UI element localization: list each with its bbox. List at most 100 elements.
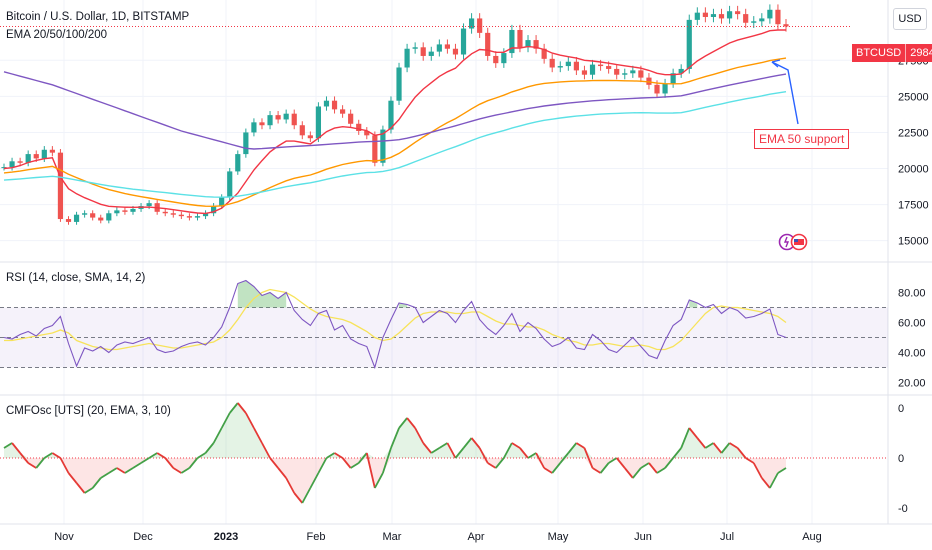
price-y-tick-label: 25000 [898, 91, 929, 103]
annotation-box[interactable]: EMA 50 support [754, 129, 850, 149]
candle-body [162, 211, 168, 214]
candle-body [557, 66, 563, 68]
cmf-segment [124, 467, 134, 474]
candle-body [485, 32, 491, 56]
candle-body [501, 53, 507, 64]
cmf-segment [212, 427, 223, 444]
cmf-segment [519, 447, 529, 459]
candle-body [694, 12, 700, 20]
cmf-segment [309, 472, 320, 489]
cmf-segment [398, 417, 408, 429]
cmf-segment [350, 462, 360, 469]
cmf-segment [414, 427, 425, 444]
rsi-y-tick-label: 20.00 [898, 378, 926, 390]
cmf-segment [229, 402, 239, 414]
candle-body [219, 197, 225, 207]
cmf-y-tick-label: -0 [898, 503, 908, 515]
tradingview-logo-icon [778, 233, 808, 251]
candle-body [775, 9, 781, 25]
candle-body [436, 44, 442, 52]
candle-body [380, 129, 386, 163]
cmf-segment [680, 427, 691, 449]
candle-body [477, 18, 483, 33]
x-tick-label: Jul [720, 531, 734, 543]
candle-body [186, 216, 193, 218]
cmf-segment [640, 462, 650, 469]
cmf-segment [237, 402, 247, 414]
ema-50-line [3, 57, 787, 208]
candle-body [299, 125, 305, 136]
cmf-segment [382, 447, 392, 474]
price-pane[interactable] [0, 4, 852, 225]
candle-body [283, 113, 289, 120]
candle-body [227, 171, 233, 198]
candle-body [573, 61, 579, 71]
candle-body [315, 106, 322, 139]
cmf-segment [220, 412, 231, 429]
cmf-negative-fill [4, 458, 786, 503]
cmf-segment [487, 462, 497, 469]
candle-body [509, 29, 515, 54]
candle-body [356, 123, 362, 131]
cmf-segment [325, 452, 336, 459]
candle-body [751, 21, 757, 23]
cmf-segment [293, 492, 303, 504]
rsi-y-tick-label: 80.00 [898, 288, 926, 300]
cmf-segment [285, 477, 296, 494]
candle-body [743, 14, 749, 23]
cmf-segment [132, 462, 142, 469]
candle-body [82, 213, 88, 215]
x-tick-label: 2023 [214, 531, 238, 543]
rsi-line [3, 279, 787, 370]
cmf-segment [334, 452, 344, 459]
rsi-indicator-label[interactable]: RSI (14, close, SMA, 14, 2) [6, 272, 146, 284]
ema-indicator-label[interactable]: EMA 20/50/100/200 [6, 29, 107, 41]
x-tick-label: Aug [802, 531, 822, 543]
cmf-segment [11, 442, 21, 454]
cmf-positive-fill [4, 403, 786, 458]
candle-body [364, 131, 370, 136]
candle-body [251, 122, 257, 133]
cmf-segment [59, 457, 70, 474]
cmf-indicator-label[interactable]: CMFOsc [UTS] (20, EMA, 3, 10) [6, 405, 171, 417]
candle-body [493, 55, 499, 64]
candle-body [275, 115, 281, 120]
cmf-segment [648, 462, 658, 474]
rsi-overbought-fill [237, 280, 714, 308]
candle-body [783, 24, 789, 27]
candle-body [428, 51, 434, 56]
candle-body [444, 44, 450, 49]
cmf-segment [430, 447, 440, 454]
cmf-segment [269, 457, 279, 469]
cmf-segment [27, 462, 37, 469]
candle-body [57, 152, 64, 220]
cmf-segment [365, 452, 376, 489]
candle-body [178, 214, 184, 217]
pane-labels: Bitcoin / U.S. Dollar, 1D, BITSTAMP EMA … [6, 11, 190, 417]
candle-body [404, 48, 410, 68]
price-y-tick-label: 22500 [898, 127, 929, 139]
cmf-segment [752, 462, 763, 479]
candle-body [549, 58, 555, 68]
cmf-segment [19, 452, 29, 464]
candle-body [388, 100, 394, 130]
cmf-segment [43, 452, 53, 459]
cmf-segment [261, 442, 271, 459]
chart-title: Bitcoin / U.S. Dollar, 1D, BITSTAMP [6, 11, 190, 23]
rsi-pane[interactable] [0, 279, 888, 370]
x-tick-label: Feb [307, 531, 326, 543]
candle-body [9, 161, 15, 168]
candle-body [267, 115, 273, 126]
cmf-segment [567, 442, 578, 454]
cmf-segment [599, 462, 610, 474]
candle-body [130, 208, 136, 212]
cmf-segment [84, 487, 94, 494]
cmf-y-tick-label: 0 [898, 453, 904, 465]
currency-button[interactable]: USD [893, 8, 927, 30]
candle-body [65, 219, 72, 222]
cmf-segment [608, 457, 618, 464]
cmf-segment [632, 467, 642, 479]
cmf-segment [245, 412, 255, 429]
cmf-pane[interactable] [0, 402, 888, 504]
